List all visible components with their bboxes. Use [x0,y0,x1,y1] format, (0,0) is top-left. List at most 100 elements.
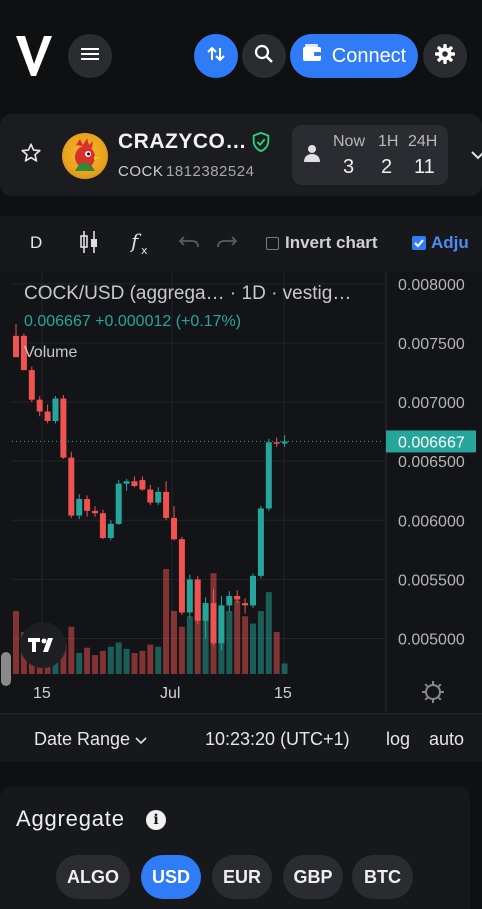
date-range-button[interactable]: Date Range [34,729,147,750]
token-name: CRAZYCO… [118,130,247,153]
candle-body [273,442,280,444]
token-asset-id[interactable]: 1812382524 [166,163,255,180]
tradingview-logo-icon[interactable] [20,622,66,668]
wallet-icon [302,44,322,68]
chart-settings-icon-tooth [437,683,442,688]
menu-icon [81,47,99,66]
chart-scroll-handle[interactable] [1,652,11,686]
candle-body [92,510,98,514]
candle-body [202,603,209,621]
holders-stats [292,125,448,185]
volume-bar [139,650,146,674]
volume-bar [60,642,67,674]
last-price-label: 0.006667 [398,434,465,451]
candle-body [20,335,27,371]
log-toggle[interactable]: log [386,729,411,749]
svg-text:x: x [141,244,148,257]
chart-settings-icon-tooth [424,696,429,701]
currency-gbp-button[interactable]: GBP [283,855,343,899]
candle-body [265,442,272,509]
candle-body [178,539,185,613]
time-tick-label: Jul [160,685,180,702]
redo-icon[interactable] [216,233,238,256]
candle-body [234,595,241,600]
candle-body [250,575,256,606]
auto-toggle[interactable]: auto [429,729,465,749]
candle-body [281,441,288,444]
gear-icon [434,43,456,70]
search-icon [254,44,274,69]
interval-button[interactable]: D [30,233,43,252]
volume-bar [147,644,154,674]
settings-button[interactable] [423,34,467,78]
candle-body [186,579,193,613]
verified-shield-icon [250,131,272,158]
chart-time: 10:23:20 (UTC+1) [205,729,350,749]
price-chart[interactable]: 0.008000 0.007500 0.007000 0.006500 0.006000… [0,272,482,716]
date-range-label: Date Range [34,729,131,749]
swap-button[interactable] [194,34,238,78]
volume-bar [234,600,241,674]
candle-body [218,605,225,644]
candle-body [123,481,130,484]
candle-body [155,491,162,503]
search-button[interactable] [242,34,286,78]
favorite-star-icon[interactable] [20,142,42,169]
volume-label: Volume [24,344,78,361]
undo-icon[interactable] [178,233,200,256]
invert-checkbox[interactable] [266,236,279,250]
aggregate-title: Aggregate [16,806,125,831]
candle-body [44,411,51,421]
candle-body [242,603,249,606]
candle-body [60,398,67,458]
candle-body [52,398,59,421]
last-price-badge [386,430,476,453]
time-tick-label: 15 [274,685,292,702]
candle-body [36,399,43,412]
currency-algo-button[interactable]: ALGO [56,855,130,899]
time-tick-label: 15 [33,685,51,702]
currency-eur-button[interactable]: EUR [212,855,272,899]
volume-bar [194,592,201,674]
currency-btc-button[interactable]: BTC [352,855,413,899]
volume-bar [99,650,106,674]
connect-button[interactable]: Connect [290,34,418,78]
candle-body [257,508,264,576]
adjust-toggle[interactable]: Adju [412,233,469,253]
chevron-down-icon[interactable] [470,148,482,167]
currency-usd-button[interactable]: USD [141,855,201,899]
candle-body [171,517,177,540]
price-tick-label: 0.007500 [398,336,465,353]
candle-body [13,335,19,358]
adjust-label: Adju [431,233,469,252]
volume-bar [178,626,185,674]
volume-bar [250,623,256,674]
chart-toolbar [0,216,482,272]
info-icon[interactable]: i [146,810,166,830]
candle-body [76,499,83,516]
person-icon [304,144,320,167]
candle-body [99,513,106,539]
chevron-down-icon [135,729,147,749]
candles-icon[interactable] [78,229,100,260]
volume-bar [107,646,114,674]
candle-body [139,480,146,490]
volume-bar [163,569,170,674]
adjust-checkbox[interactable] [412,236,426,250]
connect-label: Connect [331,44,407,67]
chart-settings-icon[interactable] [425,684,441,700]
menu-button[interactable] [68,34,112,78]
price-tick-label: 0.007000 [398,395,465,412]
chart-legend-title: COCK/USD (aggrega… · 1D · vestig… [24,283,352,304]
v-logo[interactable] [14,34,54,78]
invert-chart-toggle[interactable]: Invert chart [266,233,378,253]
chart-settings-icon-tooth [437,696,442,701]
price-tick-label: 0.006500 [398,454,465,471]
swap-icon [206,44,226,69]
chart-settings-icon-tooth [424,683,429,688]
candle-body [226,595,233,606]
price-tick-label: 0.008000 [398,277,465,294]
volume-bar [115,642,122,674]
price-tick-label: 0.005000 [398,632,465,649]
